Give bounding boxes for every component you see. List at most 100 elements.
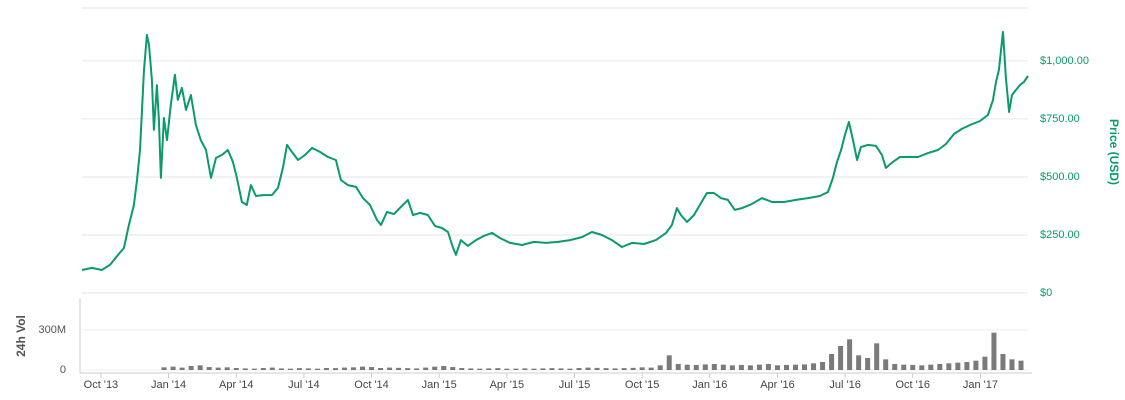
volume-bar [765,364,771,370]
volume-bar [1009,359,1015,370]
volume-bar [802,364,808,370]
volume-bar [296,368,302,370]
volume-bar [919,365,925,370]
volume-bar [874,343,880,370]
volume-bar [567,368,573,370]
volume-bar [323,368,329,370]
y-tick-label: $1,000.00 [1040,55,1089,67]
volume-bar [783,364,789,370]
volume-bar [1000,354,1006,370]
volume-bar [423,367,429,370]
x-tick-label: Jan '17 [963,379,998,391]
volume-bar [351,367,357,370]
volume-bar [964,362,970,370]
x-tick-label: Oct '14 [354,379,389,391]
volume-bar [820,362,826,370]
volume-bar [278,368,284,370]
volume-bar [504,368,510,370]
volume-bar [720,364,726,370]
volume-bar [513,368,519,370]
x-tick-label: Oct '13 [84,379,119,391]
volume-bar [648,367,654,370]
y-tick-label: $0 [1040,287,1052,299]
volume-bar [883,359,889,370]
volume-bar [946,363,952,370]
volume-bar [829,354,835,370]
volume-bar [522,368,528,370]
volume-bar [477,368,483,370]
x-tick-label: Oct '16 [896,379,931,391]
volume-bar [639,367,645,370]
y-tick-label: 300M [38,324,66,336]
volume-bar [206,367,212,370]
volume-bar [441,366,447,370]
volume-bar [396,367,402,370]
volume-bar [973,360,979,370]
volume-bar [305,368,311,370]
volume-bar [432,366,438,370]
volume-bar [603,368,609,370]
volume-bar [260,368,266,370]
y-tick-label: $750.00 [1040,113,1080,125]
volume-bar [242,368,248,370]
volume-bar [991,332,997,370]
volume-bar [1018,360,1024,370]
volume-bar [612,368,618,370]
volume-bar [486,368,492,370]
volume-bar [585,367,591,370]
volume-bar [982,356,988,370]
volume-bar [693,364,699,370]
volume-bar [531,368,537,370]
volume-bar [666,355,672,370]
x-tick-label: Apr '15 [490,379,525,391]
volume-bar [549,368,555,370]
volume-bar [387,367,393,370]
volume-bar [314,368,320,370]
volume-bar [594,367,600,370]
x-tick-label: Apr '14 [219,379,254,391]
volume-bar [702,364,708,370]
y-tick-label: 0 [60,364,66,376]
volume-bar [675,364,681,370]
volume-bar [332,368,338,370]
volume-bar [892,364,898,370]
volume-bar [378,368,384,370]
volume-bar [188,366,194,370]
volume-bar [468,368,474,370]
volume-bar [369,367,375,370]
volume-bar [495,368,501,370]
volume-bar [630,367,636,370]
x-tick-label: Apr '16 [760,379,795,391]
volume-bar [558,368,564,370]
y-tick-label: $250.00 [1040,229,1080,241]
volume-bar [360,366,366,370]
volume-bar [269,367,275,370]
volume-bar [847,339,853,370]
volume-bar [793,364,799,370]
volume-bar [657,365,663,370]
x-tick-label: Jul '16 [829,379,860,391]
volume-bar [901,364,907,370]
volume-bar [738,364,744,370]
volume-bar [910,364,916,370]
volume-bar [161,367,167,370]
volume-bar [811,363,817,370]
volume-bar [711,364,717,370]
volume-bar [414,368,420,370]
volume-bar [576,368,582,370]
volume-bar [937,364,943,370]
volume-bar [179,367,185,370]
price-axis-label: Price (USD) [1107,119,1121,185]
volume-bar [341,367,347,370]
volume-bar [233,368,239,370]
x-tick-label: Jan '14 [151,379,186,391]
volume-bar [170,366,176,370]
volume-bar [684,364,690,370]
y-tick-label: $500.00 [1040,171,1080,183]
volume-axis-label: 24h Vol [14,315,28,357]
volume-bar [756,364,762,370]
x-tick-label: Jan '16 [692,379,727,391]
volume-bar [215,367,221,370]
x-tick-label: Oct '15 [625,379,660,391]
volume-bar [197,365,203,370]
